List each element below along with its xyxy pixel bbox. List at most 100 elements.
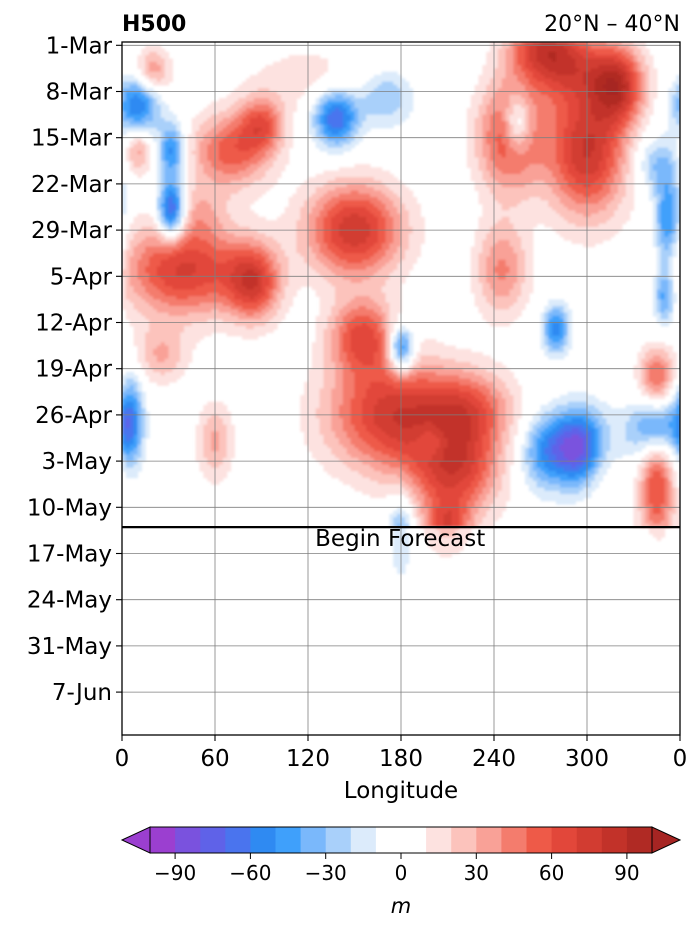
anomaly-cell	[668, 187, 673, 192]
anomaly-cell	[242, 84, 247, 89]
anomaly-cell	[521, 164, 526, 168]
anomaly-cell	[133, 127, 139, 132]
anomaly-cell	[556, 200, 561, 205]
anomaly-cell	[257, 91, 263, 96]
anomaly-cell	[652, 167, 658, 172]
anomaly-cell	[358, 94, 363, 99]
anomaly-cell	[230, 114, 235, 119]
anomaly-cell	[218, 121, 224, 126]
anomaly-cell	[393, 104, 398, 109]
anomaly-cell	[575, 75, 580, 79]
anomaly-cell	[583, 180, 588, 185]
anomaly-cell	[552, 65, 557, 69]
anomaly-cell	[528, 91, 534, 96]
anomaly-cell	[594, 170, 600, 175]
anomaly-cell	[536, 88, 542, 93]
anomaly-cell	[521, 200, 526, 205]
anomaly-cell	[381, 94, 387, 99]
anomaly-cell	[125, 81, 131, 86]
anomaly-cell	[401, 190, 406, 195]
anomaly-cell	[373, 91, 379, 96]
anomaly-cell	[331, 108, 336, 112]
anomaly-cell	[269, 108, 274, 112]
anomaly-cell	[373, 111, 379, 116]
anomaly-cell	[583, 131, 588, 135]
anomaly-cell	[393, 177, 398, 182]
anomaly-cell	[521, 203, 526, 208]
anomaly-cell	[284, 78, 290, 83]
anomaly-cell	[397, 94, 402, 99]
anomaly-cell	[583, 108, 588, 112]
anomaly-cell	[540, 183, 545, 188]
anomaly-cell	[614, 71, 619, 76]
anomaly-cell	[517, 157, 522, 162]
anomaly-cell	[470, 147, 476, 152]
anomaly-cell	[660, 160, 666, 165]
anomaly-cell	[621, 45, 627, 50]
anomaly-cell	[536, 71, 542, 76]
anomaly-cell	[482, 144, 487, 149]
anomaly-cell	[277, 117, 282, 122]
anomaly-cell	[362, 101, 367, 106]
anomaly-cell	[327, 111, 332, 116]
anomaly-cell	[532, 180, 538, 185]
anomaly-cell	[536, 174, 542, 178]
anomaly-cell	[490, 84, 495, 89]
anomaly-cell	[323, 137, 328, 142]
anomaly-cell	[633, 114, 638, 119]
anomaly-cell	[230, 108, 235, 112]
anomaly-cell	[280, 111, 286, 116]
anomaly-cell	[207, 190, 212, 195]
anomaly-cell	[594, 207, 600, 211]
anomaly-cell	[556, 84, 561, 89]
anomaly-cell	[203, 207, 208, 211]
anomaly-cell	[625, 84, 631, 89]
anomaly-cell	[358, 121, 363, 126]
anomaly-cell	[478, 197, 483, 201]
anomaly-cell	[273, 111, 278, 116]
anomaly-cell	[618, 111, 623, 116]
anomaly-cell	[540, 68, 545, 73]
anomaly-cell	[160, 177, 166, 182]
anomaly-cell	[598, 190, 604, 195]
anomaly-cell	[567, 108, 573, 112]
anomaly-cell	[218, 160, 224, 165]
anomaly-cell	[342, 104, 348, 109]
anomaly-cell	[575, 108, 580, 112]
anomaly-cell	[614, 157, 619, 162]
anomaly-cell	[486, 104, 491, 109]
anomaly-cell	[641, 91, 646, 96]
anomaly-cell	[257, 170, 263, 175]
anomaly-cell	[187, 210, 193, 215]
anomaly-cell	[218, 183, 224, 188]
anomaly-cell	[156, 98, 162, 102]
anomaly-cell	[652, 157, 658, 162]
anomaly-cell	[122, 190, 127, 195]
anomaly-cell	[571, 193, 576, 198]
anomaly-cell	[625, 197, 631, 201]
anomaly-cell	[629, 147, 635, 152]
anomaly-cell	[211, 200, 216, 205]
anomaly-cell	[548, 170, 553, 175]
anomaly-cell	[602, 121, 607, 126]
anomaly-cell	[408, 91, 414, 96]
anomaly-cell	[346, 98, 352, 102]
anomaly-cell	[160, 203, 166, 208]
anomaly-cell	[381, 84, 387, 89]
anomaly-cell	[234, 117, 239, 122]
anomaly-cell	[246, 104, 251, 109]
anomaly-cell	[528, 154, 534, 159]
anomaly-cell	[319, 141, 325, 145]
anomaly-cell	[505, 203, 511, 208]
anomaly-cell	[381, 200, 387, 205]
anomaly-cell	[598, 51, 604, 56]
anomaly-cell	[587, 131, 592, 135]
anomaly-cell	[497, 101, 503, 106]
anomaly-cell	[257, 98, 263, 102]
anomaly-cell	[238, 207, 243, 211]
anomaly-cell	[249, 200, 255, 205]
anomaly-cell	[358, 98, 363, 102]
anomaly-cell	[253, 84, 259, 89]
anomaly-cell	[230, 183, 235, 188]
anomaly-cell	[187, 200, 193, 205]
